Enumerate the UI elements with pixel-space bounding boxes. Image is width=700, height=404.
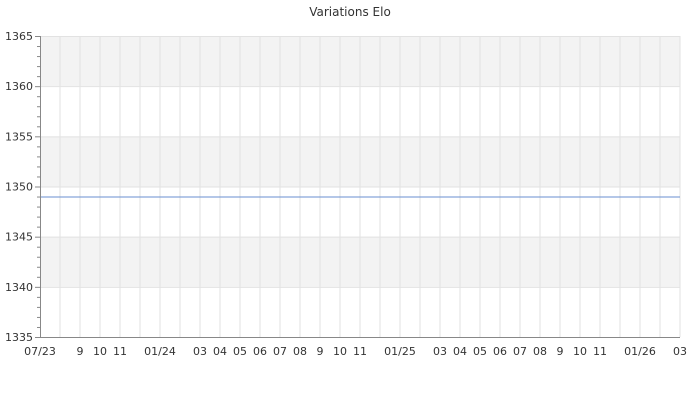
x-tick-label: 07/23 bbox=[24, 345, 56, 358]
x-tick-label: 11 bbox=[593, 345, 607, 358]
y-tick-label: 1345 bbox=[5, 231, 33, 244]
x-tick-label: 11 bbox=[353, 345, 367, 358]
x-tick-label: 05 bbox=[233, 345, 247, 358]
x-tick-label: 10 bbox=[93, 345, 107, 358]
x-tick-label: 03 bbox=[433, 345, 447, 358]
x-tick-label: 01/26 bbox=[624, 345, 656, 358]
y-tick-label: 1340 bbox=[5, 281, 33, 294]
x-tick-label: 05 bbox=[473, 345, 487, 358]
x-tick-label: 07 bbox=[513, 345, 527, 358]
x-tick-label: 9 bbox=[77, 345, 84, 358]
x-tick-label: 9 bbox=[317, 345, 324, 358]
y-tick-labels: 1335 1340 1345 1350 1355 1360 1365 bbox=[5, 30, 33, 344]
x-tick-label: 06 bbox=[253, 345, 267, 358]
x-tick-label: 07 bbox=[273, 345, 287, 358]
axes bbox=[35, 36, 680, 338]
x-tick-label: 08 bbox=[533, 345, 547, 358]
x-tick-label: 01/25 bbox=[384, 345, 416, 358]
x-tick-label: 08 bbox=[293, 345, 307, 358]
y-tick-label: 1365 bbox=[5, 30, 33, 43]
y-tick-label: 1360 bbox=[5, 80, 33, 93]
x-tick-label: 06 bbox=[493, 345, 507, 358]
x-tick-label: 10 bbox=[333, 345, 347, 358]
x-tick-label: 04 bbox=[213, 345, 227, 358]
x-tick-label: 11 bbox=[113, 345, 127, 358]
x-tick-label: 9 bbox=[557, 345, 564, 358]
x-tick-label: 01/24 bbox=[144, 345, 176, 358]
y-tick-label: 1350 bbox=[5, 181, 33, 194]
y-tick-label: 1335 bbox=[5, 331, 33, 344]
x-tick-label: 03 bbox=[193, 345, 207, 358]
x-tick-label: 04 bbox=[453, 345, 467, 358]
x-tick-labels: 07/23 9 10 11 01/24 03 04 05 06 07 08 9 10 11 01/25 03 0… bbox=[24, 345, 687, 358]
chart-title: Variations Elo bbox=[309, 5, 391, 19]
x-tick-label: 10 bbox=[573, 345, 587, 358]
x-tick-label: 03 bbox=[673, 345, 687, 358]
grid-lines bbox=[40, 36, 681, 338]
y-tick-label: 1355 bbox=[5, 130, 33, 143]
